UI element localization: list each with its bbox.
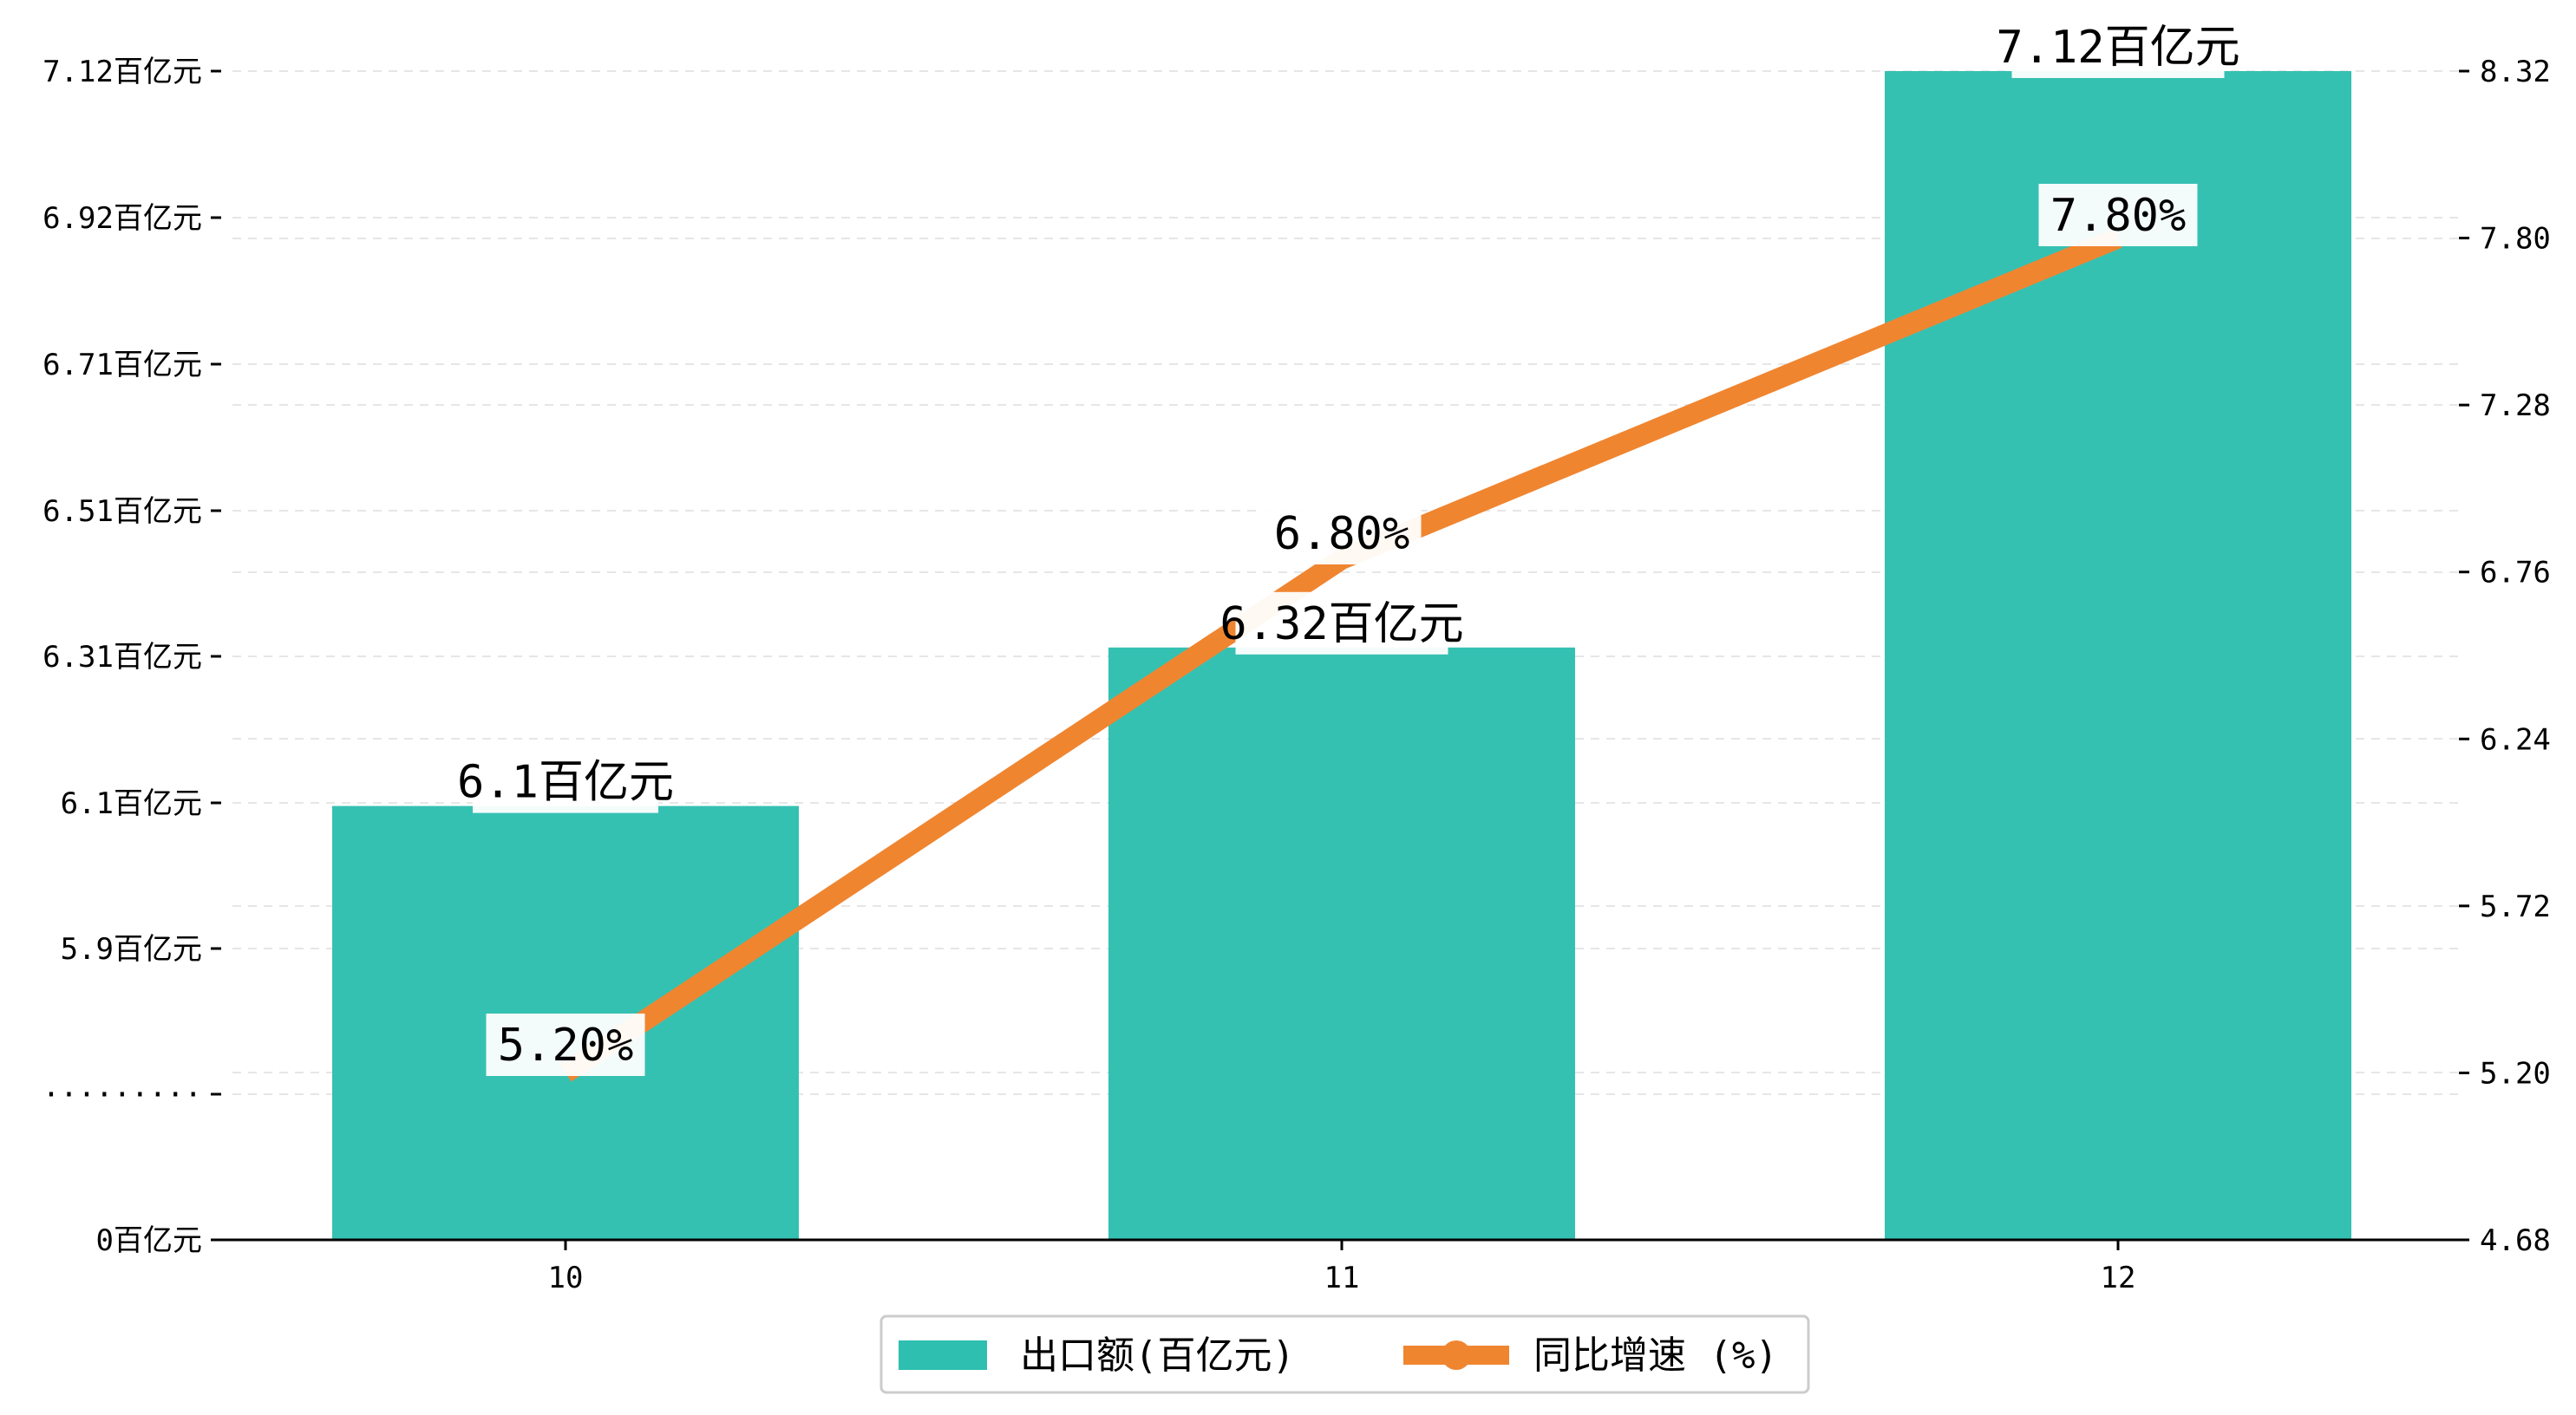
y-left-tick-label: 6.1百亿元 <box>61 786 202 821</box>
bars <box>332 71 2351 1240</box>
bar-value-label: 6.32百亿元 <box>1219 598 1463 650</box>
bar-value-label-bg <box>473 750 658 813</box>
bar-value-label: 7.12百亿元 <box>1996 22 2239 74</box>
growth-value-label: 5.20% <box>498 1020 634 1072</box>
legend-line-marker <box>1442 1340 1471 1370</box>
legend: 出口额(百亿元) 同比增速 (%) <box>879 1314 1810 1394</box>
growth-value-label: 7.80% <box>2050 190 2187 242</box>
legend-bar-label: 出口额(百亿元) <box>1020 1333 1295 1378</box>
legend-bar-swatch <box>899 1340 987 1370</box>
bar-value-label-bg <box>1235 591 1448 655</box>
y-left-tick-label: 6.51百亿元 <box>42 494 202 529</box>
bar <box>1885 71 2351 1240</box>
y-right-tick-label: 6.24 <box>2480 722 2551 757</box>
bar <box>1108 647 1575 1240</box>
y-right-tick-label: 5.72 <box>2480 890 2551 924</box>
y-left-tick-label: 7.12百亿元 <box>42 55 202 89</box>
growth-value-label-bg <box>486 1014 645 1076</box>
axes: 0百亿元 ········· 5.9百亿元 6.1百亿元 6.31百亿元 6.51百亿元 6… <box>42 55 2551 1295</box>
legend-box <box>879 1314 1810 1394</box>
x-tick-label: 11 <box>1324 1261 1360 1295</box>
growth-value-label-bg <box>2038 184 2198 246</box>
bar-value-label: 6.1百亿元 <box>457 757 674 809</box>
growth-value-label: 6.80% <box>1274 508 1410 560</box>
y-left-tick-label: 6.71百亿元 <box>42 348 202 382</box>
y-left-tick-label: ········· <box>42 1078 202 1112</box>
legend-line-label: 同比增速 (%) <box>1533 1333 1778 1378</box>
x-tick-label: 10 <box>548 1261 584 1295</box>
y-right-tick-label: 8.32 <box>2480 55 2551 89</box>
y-left-tick-label: 6.31百亿元 <box>42 640 202 675</box>
bar-value-label-bg <box>2011 16 2225 78</box>
y-right-tick-label: 5.20 <box>2480 1056 2551 1091</box>
y-right-tick-label: 4.68 <box>2480 1223 2551 1258</box>
growth-value-label-bg <box>1262 502 1422 564</box>
y-left-tick-label: 5.9百亿元 <box>61 932 202 967</box>
y-left-tick-label: 6.92百亿元 <box>42 201 202 236</box>
data-labels: 6.1百亿元 6.32百亿元 7.12百亿元 5.20% 6.80% 7.80% <box>457 16 2240 1076</box>
y-right-tick-label: 7.28 <box>2480 388 2551 423</box>
y-right-tick-label: 7.80 <box>2480 222 2551 257</box>
y-right-tick-label: 6.76 <box>2480 556 2551 590</box>
y-left-tick-label: 0百亿元 <box>96 1223 202 1258</box>
x-tick-label: 12 <box>2101 1261 2136 1295</box>
